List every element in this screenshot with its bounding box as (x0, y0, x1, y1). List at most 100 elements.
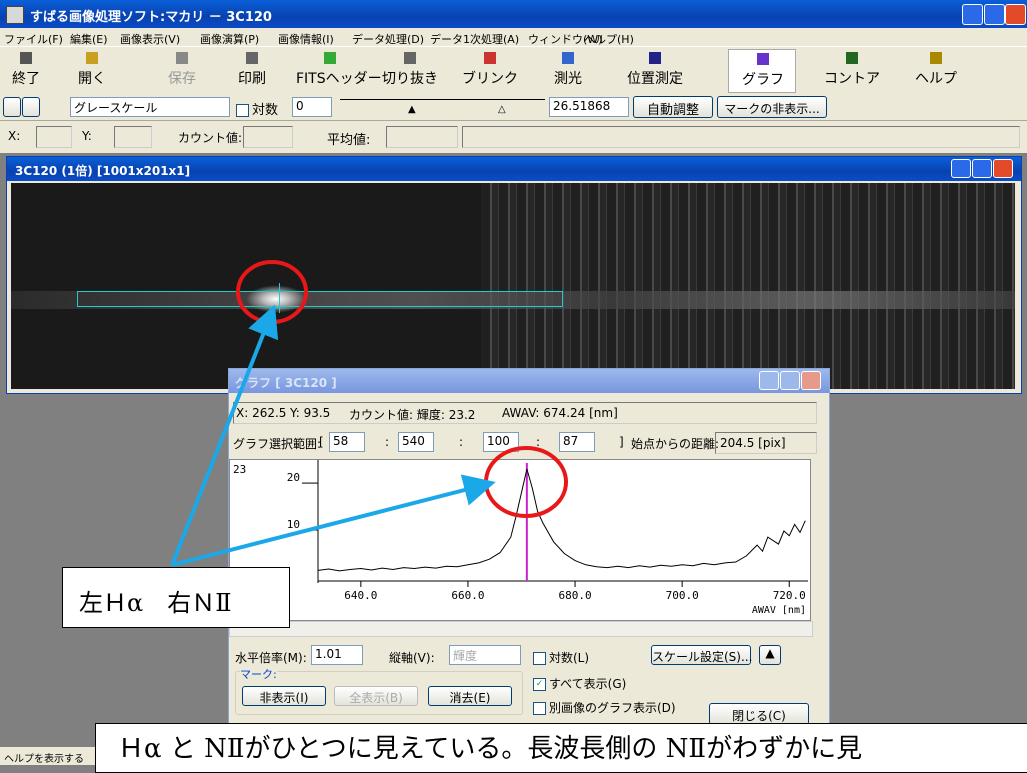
tool-icon (649, 52, 661, 64)
graph-count: カウント値: 輝度: 23.2 (349, 406, 475, 423)
range-value: 58 (333, 434, 348, 448)
hscale-input[interactable]: 1.01 (311, 645, 363, 665)
menu-item[interactable]: 画像情報(I) (278, 31, 334, 47)
menu-item[interactable]: データ1次処理(A) (430, 31, 519, 47)
tool-button[interactable]: ヘルプ (902, 49, 970, 93)
show-all-checkbox[interactable]: ✓すべて表示(G) (533, 675, 626, 692)
tool-label: 位置測定 (621, 68, 689, 88)
distance-value: 204.5 [pix] (720, 436, 786, 450)
y-tick-label: 20 (287, 471, 300, 484)
maximize-button[interactable] (972, 159, 992, 178)
image-title-bar: 3C120 (1倍) [1001x201x1] (7, 157, 1021, 181)
menu-item[interactable]: 画像演算(P) (200, 31, 259, 47)
app-icon (6, 6, 24, 24)
range-input[interactable]: 58 (329, 432, 365, 452)
tool-button[interactable]: 終了 (0, 49, 60, 93)
slider[interactable]: ▲ △ (340, 99, 545, 116)
menu-item[interactable]: 編集(E) (70, 31, 108, 47)
zoom-out[interactable] (22, 97, 40, 117)
tool-button[interactable]: 保存 (148, 49, 216, 93)
tool-icon (20, 52, 32, 64)
other-image-checkbox[interactable]: 別画像のグラフ表示(D) (533, 699, 676, 716)
title-bar: すばる画像処理ソフト:マカリ － 3C120 (0, 0, 1027, 28)
up-button[interactable]: ▲ (759, 645, 781, 665)
minimize-button[interactable] (951, 159, 971, 178)
tool-icon (930, 52, 942, 64)
tool-button[interactable]: 測光 (534, 49, 602, 93)
log-checkbox[interactable]: 対数(L) (533, 649, 589, 666)
tool-button[interactable]: ブリンク (456, 49, 524, 93)
mean-label: 平均値: (327, 129, 370, 148)
image-title: 3C120 (1倍) [1001x201x1] (15, 162, 190, 179)
range-bracket: [ (319, 435, 324, 449)
scale-button[interactable]: スケール設定(S)... (651, 645, 751, 665)
annotation: Ｈα と NⅡがひとつに見えている。長波長側の NⅡがわずかに見 (95, 723, 1027, 773)
show-all-button[interactable]: 全表示(B) (334, 686, 418, 706)
log-label: 対数 (252, 103, 278, 118)
zoom-in[interactable] (3, 97, 21, 117)
close-button[interactable] (1005, 4, 1026, 25)
graph-title: グラフ [ 3C120 ] (235, 374, 337, 391)
graph-x: X: 262.5 (236, 406, 286, 420)
distance-field: 204.5 [pix] (715, 432, 817, 454)
tool-button[interactable]: 印刷 (218, 49, 286, 93)
y-label: Y: (82, 129, 92, 143)
tool-button[interactable]: 切り抜き (376, 49, 444, 93)
marks-group: マーク: 非表示(I) 全表示(B) 消去(E) (235, 671, 523, 715)
scrollbar[interactable] (229, 621, 813, 637)
restore-button[interactable] (984, 4, 1005, 25)
other-image-text: 別画像のグラフ表示(D) (549, 701, 676, 715)
astro-image (11, 183, 1015, 389)
max-value: 26.51868 (553, 99, 610, 113)
range-label: グラフ選択範囲: (233, 435, 321, 452)
menu-item[interactable]: ファイル(F) (4, 31, 63, 47)
menu-item[interactable]: データ処理(D) (352, 31, 424, 47)
menu-item[interactable]: 画像表示(V) (120, 31, 180, 47)
max-input[interactable]: 26.51868 (549, 97, 629, 117)
log-checkbox[interactable]: 対数 (236, 99, 278, 118)
range-input[interactable]: 540 (398, 432, 434, 452)
close-button[interactable] (801, 371, 821, 390)
maximize-button[interactable] (780, 371, 800, 390)
close-button[interactable] (993, 159, 1013, 178)
menu-item[interactable]: ヘルプ(H) (584, 31, 634, 47)
menu-bar: ファイル(F) 編集(E) 画像表示(V) 画像演算(P) 画像情報(I) データ処理(D… (0, 28, 1027, 46)
tool-button[interactable]: FITSヘッダー (296, 49, 364, 93)
tool-button[interactable]: 位置測定 (621, 49, 689, 93)
graph-window: グラフ [ 3C120 ] X: 262.5 Y: 93.5 カウント値: 輝度… (228, 368, 830, 734)
slider-thumb[interactable]: △ (498, 104, 506, 115)
distance-label: 始点からの距離: (631, 435, 719, 452)
tool-button[interactable]: コントア (818, 49, 886, 93)
range-input[interactable]: 87 (559, 432, 595, 452)
x-axis-label: AWAV [nm] (752, 605, 806, 616)
min-input[interactable]: 0 (292, 97, 332, 117)
tool-icon (484, 52, 496, 64)
minimize-button[interactable] (759, 371, 779, 390)
range-value: 540 (402, 434, 425, 448)
range-separator: : (536, 435, 540, 449)
x-field (36, 126, 72, 148)
auto-button[interactable]: 自動調整 (633, 96, 713, 118)
tool-button[interactable]: グラフ (728, 49, 796, 93)
vaxis-label: 縦軸(V): (389, 649, 435, 666)
tool-icon (246, 52, 258, 64)
close-dialog-button[interactable]: 閉じる(C) (709, 703, 809, 725)
tool-label: ヘルプ (902, 68, 970, 88)
erase-button[interactable]: 消去(E) (428, 686, 512, 706)
hscale-value: 1.01 (315, 647, 342, 661)
min-value: 0 (296, 99, 304, 113)
tool-button[interactable]: 開く (58, 49, 126, 93)
range-separator: : (385, 435, 389, 449)
minimize-button[interactable] (962, 4, 983, 25)
marks-button[interactable]: マークの非表示... (717, 96, 827, 118)
mean-field (386, 126, 458, 148)
slider-thumb[interactable]: ▲ (408, 104, 416, 115)
mode-select[interactable]: グレースケール (70, 97, 230, 117)
hide-button[interactable]: 非表示(I) (242, 686, 326, 706)
vaxis-select[interactable]: 輝度 (449, 645, 521, 665)
tool-label: FITSヘッダー (296, 68, 364, 88)
range-input[interactable]: 100 (483, 432, 519, 452)
range-value: 87 (563, 434, 578, 448)
info-field (462, 126, 1020, 148)
tool-icon (562, 52, 574, 64)
